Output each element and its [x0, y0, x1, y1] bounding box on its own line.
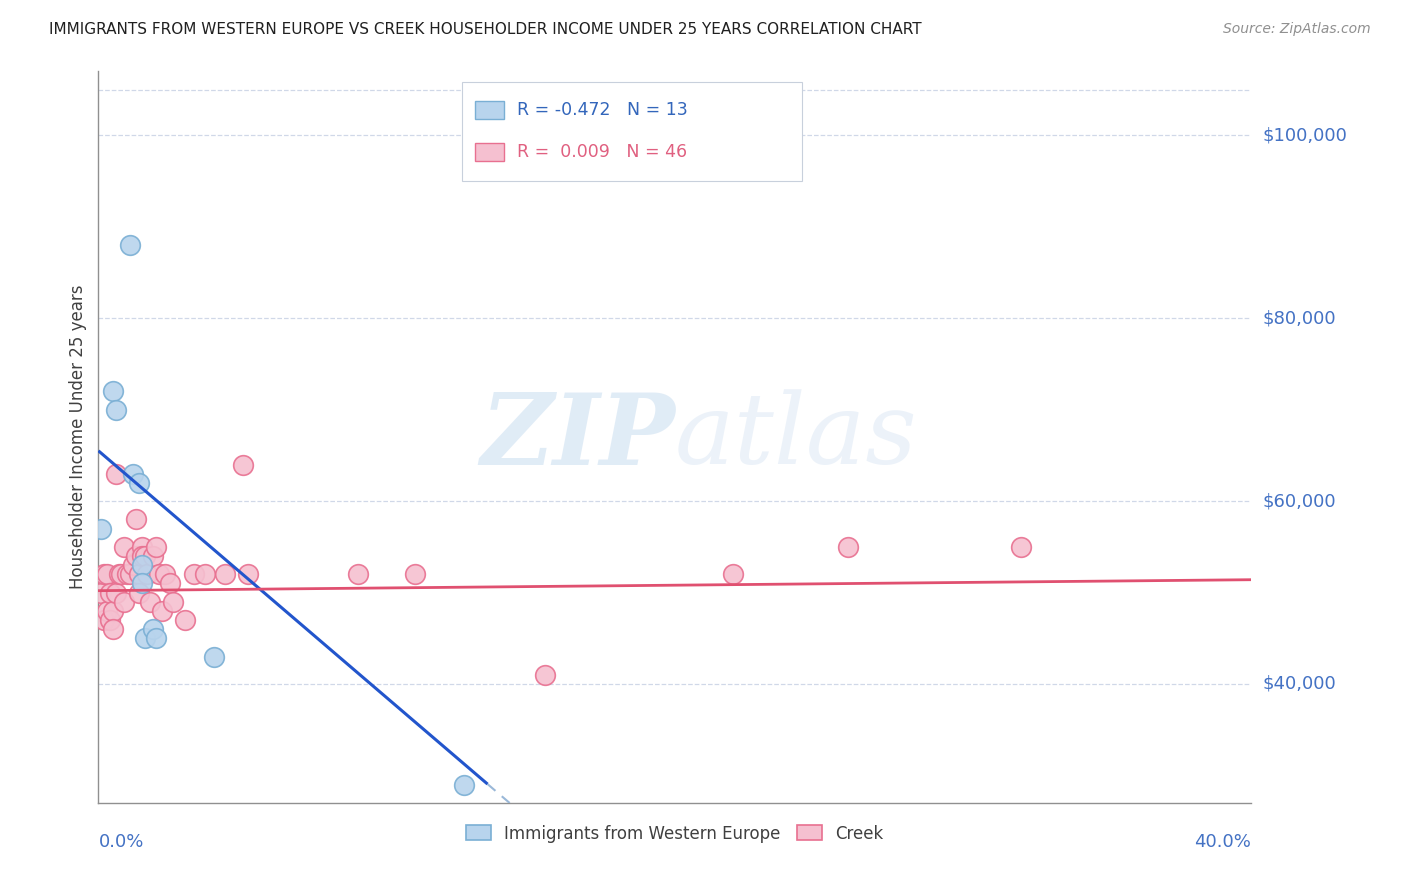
- Legend: Immigrants from Western Europe, Creek: Immigrants from Western Europe, Creek: [460, 818, 890, 849]
- Point: [405, 567, 427, 582]
- Text: $60,000: $60,000: [1263, 492, 1336, 510]
- Point: [134, 549, 156, 563]
- Point: [139, 594, 162, 608]
- Point: [721, 567, 744, 582]
- Point: [131, 540, 153, 554]
- Point: [122, 558, 145, 573]
- Point: [534, 667, 557, 681]
- Point: [112, 540, 135, 554]
- Point: [214, 567, 236, 582]
- Point: [150, 604, 173, 618]
- Point: [120, 238, 142, 252]
- Point: [98, 585, 121, 599]
- Text: IMMIGRANTS FROM WESTERN EUROPE VS CREEK HOUSEHOLDER INCOME UNDER 25 YEARS CORREL: IMMIGRANTS FROM WESTERN EUROPE VS CREEK …: [49, 22, 922, 37]
- Text: R =  0.009   N = 46: R = 0.009 N = 46: [517, 143, 688, 161]
- Text: $80,000: $80,000: [1263, 310, 1336, 327]
- Point: [202, 649, 225, 664]
- Point: [120, 567, 142, 582]
- Point: [194, 567, 217, 582]
- Text: 0.0%: 0.0%: [98, 833, 143, 851]
- Point: [90, 585, 112, 599]
- Point: [131, 549, 153, 563]
- Point: [104, 402, 127, 417]
- Point: [125, 549, 148, 563]
- Point: [136, 567, 159, 582]
- Y-axis label: Householder Income Under 25 years: Householder Income Under 25 years: [69, 285, 87, 590]
- Point: [110, 567, 132, 582]
- Point: [183, 567, 205, 582]
- FancyBboxPatch shape: [461, 82, 801, 181]
- Point: [128, 585, 150, 599]
- FancyBboxPatch shape: [475, 143, 505, 161]
- FancyBboxPatch shape: [475, 101, 505, 120]
- Point: [125, 512, 148, 526]
- Point: [238, 567, 260, 582]
- Point: [107, 567, 129, 582]
- Point: [104, 467, 127, 481]
- Text: atlas: atlas: [675, 390, 918, 484]
- Point: [453, 778, 475, 792]
- Text: ZIP: ZIP: [479, 389, 675, 485]
- Point: [117, 567, 139, 582]
- Point: [101, 384, 124, 399]
- Text: R = -0.472   N = 13: R = -0.472 N = 13: [517, 101, 688, 120]
- Point: [148, 567, 170, 582]
- Point: [128, 567, 150, 582]
- Point: [131, 558, 153, 573]
- Text: Source: ZipAtlas.com: Source: ZipAtlas.com: [1223, 22, 1371, 37]
- Point: [96, 567, 118, 582]
- Point: [122, 467, 145, 481]
- Point: [346, 567, 368, 582]
- Point: [98, 613, 121, 627]
- Point: [101, 604, 124, 618]
- Point: [93, 567, 115, 582]
- Point: [145, 632, 167, 646]
- Point: [231, 458, 254, 472]
- Point: [131, 576, 153, 591]
- Point: [93, 613, 115, 627]
- Point: [96, 604, 118, 618]
- Point: [162, 594, 184, 608]
- Point: [1010, 540, 1032, 554]
- Point: [90, 521, 112, 535]
- Text: $100,000: $100,000: [1263, 127, 1347, 145]
- Text: $40,000: $40,000: [1263, 675, 1336, 693]
- Point: [174, 613, 197, 627]
- Point: [159, 576, 181, 591]
- Point: [104, 585, 127, 599]
- Point: [142, 622, 165, 636]
- Text: 40.0%: 40.0%: [1195, 833, 1251, 851]
- Point: [134, 632, 156, 646]
- Point: [112, 594, 135, 608]
- Point: [837, 540, 859, 554]
- Point: [142, 549, 165, 563]
- Point: [153, 567, 176, 582]
- Point: [128, 475, 150, 490]
- Point: [101, 622, 124, 636]
- Point: [145, 540, 167, 554]
